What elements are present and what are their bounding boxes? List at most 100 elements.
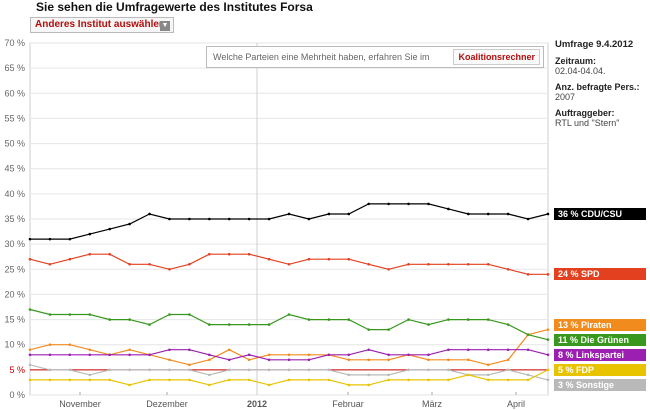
series-line-spd-point <box>347 257 351 261</box>
series-line-spd-point <box>48 262 52 266</box>
series-line-spd-point <box>88 252 92 256</box>
series-line-die-gr-nen-point <box>407 318 410 321</box>
series-line-extra-1-point <box>208 373 211 377</box>
series-line-cdu-csu-point <box>227 217 231 221</box>
series-line-fdp-point <box>467 373 470 377</box>
series-line-spd-point <box>307 257 311 261</box>
series-line-cdu-csu-point <box>267 217 271 221</box>
series-line-extra-0-point <box>128 348 131 352</box>
series-line-spd-point <box>227 252 231 256</box>
series-line-linkspartei-point <box>188 348 191 352</box>
client-label: Auftraggeber: <box>555 108 615 118</box>
series-line-linkspartei-point <box>168 348 171 352</box>
x-tick-label: Dezember <box>146 399 188 409</box>
series-line-die-gr-nen-point <box>247 323 251 326</box>
y-tick-label: 45 % <box>4 164 25 174</box>
series-line-cdu-csu-point <box>88 232 92 236</box>
series-line-extra-1-point <box>327 368 331 372</box>
series-line-extra-0-point <box>367 358 370 362</box>
series-line-die-gr-nen-point <box>128 318 131 321</box>
series-line-cdu-csu-point <box>307 217 311 221</box>
series-line-linkspartei-point <box>486 348 490 352</box>
series-line-extra-1-point <box>506 368 510 372</box>
party-label-piraten: 13 % Piraten <box>554 319 646 331</box>
series-line-extra-0-point <box>506 358 510 362</box>
series-line-linkspartei-point <box>447 348 450 352</box>
series-line-linkspartei-point <box>247 353 251 357</box>
series-line-extra-0-point <box>247 358 251 362</box>
y-tick-label: 30 % <box>4 239 25 249</box>
series-line-extra-1-point <box>168 368 171 372</box>
series-line-extra-0-point <box>347 358 351 362</box>
series-line-fdp-point <box>387 378 390 382</box>
series-line-spd-point <box>267 257 271 261</box>
series-line-cdu-csu-point <box>327 212 331 216</box>
series-line-extra-1-point <box>108 368 111 372</box>
series-line-cdu-csu-point <box>387 202 390 206</box>
series-line-extra-1-point <box>427 368 430 372</box>
series-line-spd-point <box>387 267 390 271</box>
respondents-value: 2007 <box>555 92 576 102</box>
series-line-fdp-point <box>88 378 92 382</box>
series-line-linkspartei-point <box>347 353 351 357</box>
series-line-extra-0-point <box>287 353 291 357</box>
series-line-cdu-csu-point <box>48 237 52 241</box>
series-line-die-gr-nen-point <box>486 318 490 321</box>
series-line-die-gr-nen-point <box>68 313 72 316</box>
series-line-fdp-point <box>486 378 490 382</box>
series-line-spd-point <box>208 252 211 256</box>
series-line-fdp-point <box>367 383 370 387</box>
series-line-fdp-point <box>28 378 32 382</box>
series-line-cdu-csu-point <box>506 212 510 216</box>
x-tick-label: April <box>507 399 525 409</box>
series-line-cdu-csu-point <box>208 217 211 221</box>
series-line-cdu-csu-point <box>188 217 191 221</box>
series-line-spd-point <box>467 262 470 266</box>
client-value: RTL und "Stern" <box>555 118 620 128</box>
series-line-spd-point <box>327 257 331 261</box>
series-line-extra-1-point <box>526 373 530 377</box>
series-line-fdp-point <box>526 378 530 382</box>
series-line-extra-0-point <box>208 358 211 362</box>
series-line-spd-point <box>506 267 510 271</box>
series-line-extra-1-point <box>88 373 92 377</box>
series-line-fdp-point <box>227 378 231 382</box>
coalition-calculator-button[interactable]: Koalitionsrechner <box>453 49 540 65</box>
series-line-linkspartei-point <box>227 358 231 362</box>
series-line-die-gr-nen-point <box>88 313 92 316</box>
series-line-die-gr-nen-point <box>387 328 390 331</box>
series-line-fdp-point <box>447 378 450 382</box>
series-line-cdu-csu-point <box>546 212 550 216</box>
party-label-sonstige: 3 % Sonstige <box>554 379 646 391</box>
institute-select[interactable]: Anderes Institut auswählen ▼ <box>30 17 174 33</box>
party-label-cdu-csu: 36 % CDU/CSU <box>554 208 646 220</box>
series-line-die-gr-nen-point <box>467 318 470 321</box>
series-line-extra-1-point <box>546 378 550 382</box>
series-line-spd-point <box>427 262 430 266</box>
series-line-cdu-csu-point <box>108 227 111 231</box>
series-line-extra-1-point <box>407 368 410 372</box>
series-line-fdp-point <box>208 383 211 387</box>
series-line-extra-0-point <box>88 348 92 352</box>
series-line-fdp-point <box>128 383 131 387</box>
series-line-linkspartei-point <box>506 348 510 352</box>
y-tick-label: 55 % <box>4 113 25 123</box>
x-tick-label: 2012 <box>247 399 267 409</box>
y-tick-label: 25 % <box>4 264 25 274</box>
series-line-extra-1-point <box>48 368 52 372</box>
series-line-extra-0-point <box>427 358 430 362</box>
series-line-cdu-csu-point <box>128 222 131 226</box>
series-line-extra-0-point <box>447 358 450 362</box>
series-line-extra-1-point <box>188 368 191 372</box>
series-line-die-gr-nen-point <box>546 338 550 341</box>
series-line-extra-0-point <box>486 363 490 367</box>
series-line-cdu-csu-point <box>367 202 370 206</box>
series-line-fdp-point <box>347 383 351 387</box>
series-line-spd-point <box>526 273 530 276</box>
series-line-extra-0-point <box>48 343 52 347</box>
series-line-spd-point <box>407 262 410 266</box>
series-line-die-gr-nen-point <box>307 318 311 321</box>
series-line-cdu-csu-point <box>68 237 72 241</box>
series-line-cdu-csu-point <box>407 202 410 206</box>
party-label-linkspartei: 8 % Linkspartei <box>554 349 646 361</box>
